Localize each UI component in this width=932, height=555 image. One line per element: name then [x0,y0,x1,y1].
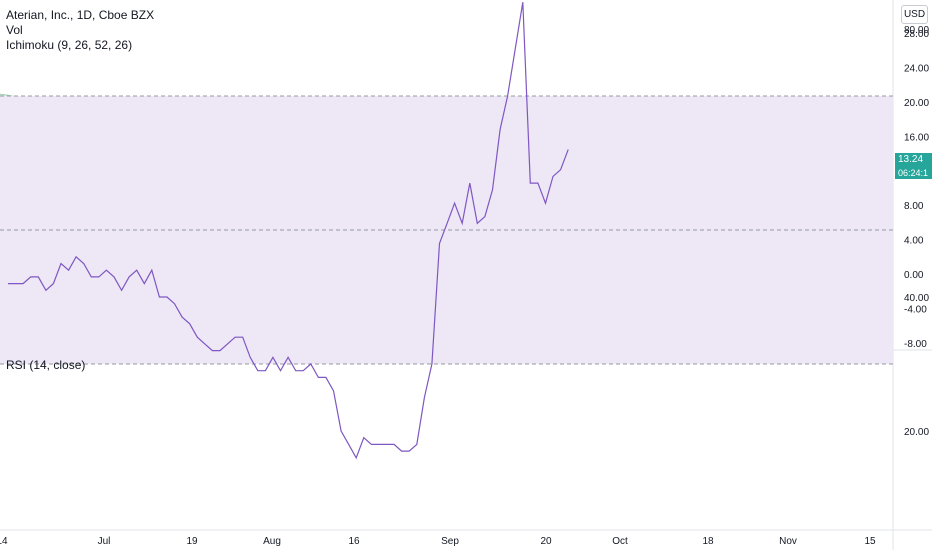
volume-legend[interactable]: Vol [6,23,23,37]
time-axis-tick: Oct [612,536,628,547]
price-axis-tick: 28.00 [904,29,929,40]
last-price-tag: 13.24 [895,153,932,167]
price-axis-tick: 16.00 [904,132,929,143]
price-axis-tick: -4.00 [904,304,927,315]
rsi-line [8,2,569,460]
time-axis-tick: Jul [98,536,111,547]
ichimoku-legend[interactable]: Ichimoku (9, 26, 52, 26) [6,38,133,52]
price-axis-tick: -8.00 [904,339,927,350]
symbol-title[interactable]: Aterian, Inc., 1D, Cboe BZX [6,8,155,22]
time-axis-tick: Nov [779,536,797,547]
time-axis-tick: Aug [263,536,281,547]
price-axis-tick: 8.00 [904,201,924,212]
rsi-legend[interactable]: RSI (14, close) [6,358,86,372]
price-axis-tick: 20.00 [904,98,929,109]
rsi-axis-tick: 20.00 [904,427,929,438]
price-axis-tick: 4.00 [904,236,924,247]
time-axis-tick: 18 [702,536,714,547]
currency-button[interactable]: USD [901,5,928,24]
price-axis-tick: 24.00 [904,64,929,75]
time-axis-tick: 15 [864,536,876,547]
time-axis-tick: 14 [0,536,8,547]
rsi-axis-tick: 80.00 [904,25,929,36]
time-axis-tick: 20 [540,536,552,547]
time-axis-tick: 16 [348,536,360,547]
countdown-tag: 06:24:1 [895,167,932,179]
time-axis-tick: 19 [186,536,198,547]
price-axis-tick: 0.00 [904,270,924,281]
rsi-axis-tick: 40.00 [904,293,929,304]
time-axis-tick: Sep [441,536,459,547]
